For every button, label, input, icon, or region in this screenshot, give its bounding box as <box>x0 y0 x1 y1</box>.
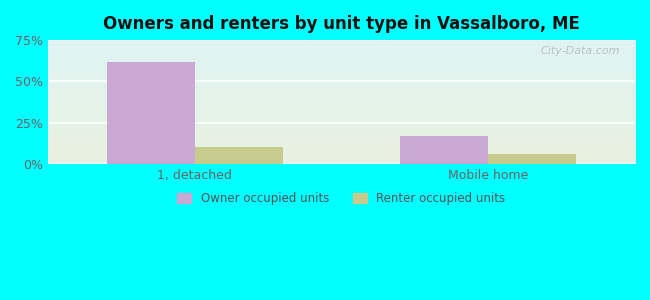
Legend: Owner occupied units, Renter occupied units: Owner occupied units, Renter occupied un… <box>172 188 510 210</box>
Bar <box>194 147 283 164</box>
Bar <box>400 136 488 164</box>
Bar <box>107 61 194 164</box>
Title: Owners and renters by unit type in Vassalboro, ME: Owners and renters by unit type in Vassa… <box>103 15 580 33</box>
Bar <box>488 154 577 164</box>
Text: City-Data.com: City-Data.com <box>541 46 620 56</box>
